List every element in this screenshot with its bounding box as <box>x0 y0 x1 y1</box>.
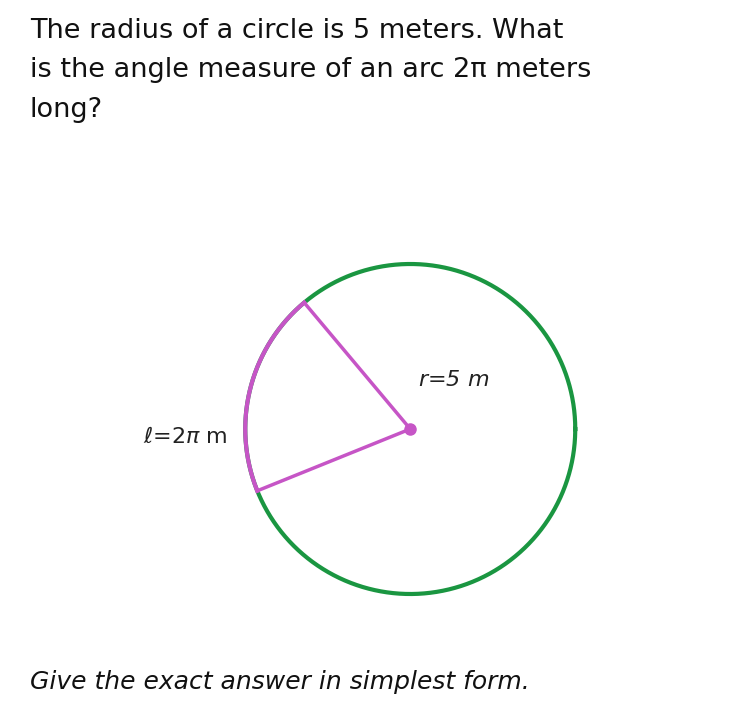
Text: $\ell$=2$\pi$ m: $\ell$=2$\pi$ m <box>143 427 227 448</box>
Text: long?: long? <box>30 97 103 122</box>
Text: The radius of a circle is 5 meters. What: The radius of a circle is 5 meters. What <box>30 18 563 44</box>
Text: $r$=5 m: $r$=5 m <box>419 370 490 390</box>
Text: Give the exact answer in simplest form.: Give the exact answer in simplest form. <box>30 669 530 694</box>
Text: is the angle measure of an arc 2π meters: is the angle measure of an arc 2π meters <box>30 57 591 83</box>
